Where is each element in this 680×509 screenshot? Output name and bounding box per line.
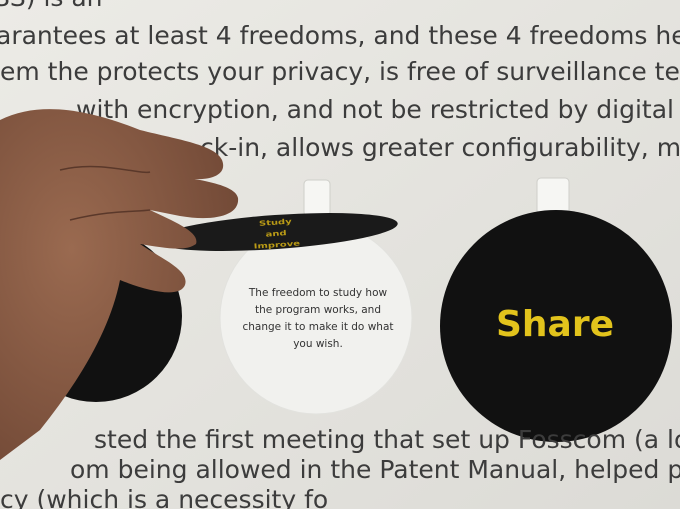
- revealed-disc-area: [219, 221, 413, 415]
- description-line: The freedom to study how: [248, 287, 388, 299]
- text-line: ck-in, allows greater configurability, m…: [200, 133, 680, 162]
- hand: [0, 109, 239, 460]
- hand-crease: [59, 165, 151, 221]
- description-line: change it to make it do what: [243, 321, 394, 333]
- hand-shape: [0, 109, 239, 460]
- text-line: arantees at least 4 freedoms, and these …: [0, 21, 680, 50]
- disc-label: Improve: [254, 240, 301, 251]
- disc-tab: [303, 179, 331, 217]
- disc-edge: [154, 213, 398, 251]
- bottom-text-block: sted the first meeting that set up Fossc…: [0, 425, 680, 509]
- disc-label: Study: [259, 218, 293, 228]
- share-disc[interactable]: [440, 210, 672, 442]
- flipped-disc: Study and Improve: [154, 213, 398, 251]
- description-line: the program works, and: [255, 304, 381, 316]
- text-line: cy (which is a necessity fo: [0, 485, 328, 509]
- text-line: SS) is an: [0, 0, 103, 12]
- text-line: with encryption, and not be restricted b…: [76, 95, 680, 124]
- text-line: om being allowed in the Patent Manual, h…: [70, 455, 680, 484]
- disc-label: and: [265, 229, 287, 239]
- text-line: em the protects your privacy, is free of…: [0, 57, 680, 86]
- description-line: you wish.: [293, 338, 343, 350]
- top-text-block: SS) is an arantees at least 4 freedoms, …: [0, 0, 680, 162]
- disc-label: Share: [496, 304, 614, 345]
- text-line: sted the first meeting that set up Fossc…: [94, 425, 680, 454]
